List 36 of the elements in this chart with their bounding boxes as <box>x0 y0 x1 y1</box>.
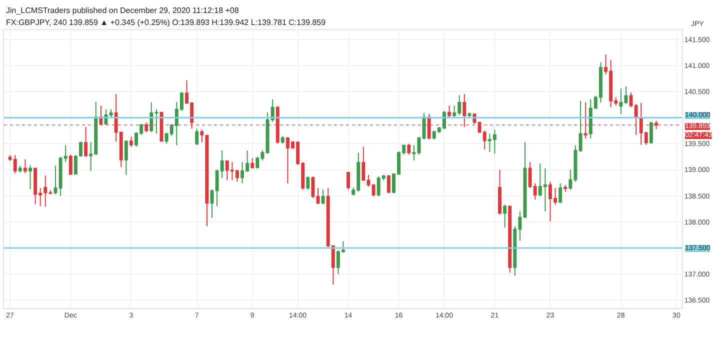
candlestick <box>362 146 366 182</box>
candlestick <box>407 143 411 156</box>
candlestick <box>68 154 72 176</box>
candlestick <box>250 158 254 169</box>
candlestick <box>109 108 113 118</box>
candlestick <box>523 142 527 218</box>
candlestick <box>18 165 22 173</box>
candlestick <box>306 176 310 190</box>
candlestick <box>210 189 214 218</box>
candlestick <box>564 184 568 192</box>
candlestick <box>346 171 350 190</box>
candlestick <box>321 189 325 205</box>
candlestick <box>54 165 58 195</box>
candlestick <box>372 184 376 197</box>
candlestick <box>311 176 315 198</box>
candlestick <box>386 174 390 194</box>
candlestick <box>280 135 284 144</box>
candlestick <box>649 121 653 144</box>
chart-title: Jin_LCMSTraders published on December 29, 2020 11:12:18 +08 <box>6 6 240 15</box>
candlestick <box>129 136 133 148</box>
chart-subtitle: FX:GBPJPY, 240 139.859 ▲ +0.345 (+0.25%) O:139.893 H:139.942 L:139.781 C:139.859 <box>6 18 326 27</box>
candlestick <box>578 100 582 153</box>
candlestick <box>124 140 128 176</box>
candlestick <box>508 206 512 274</box>
candlestick <box>195 128 199 146</box>
candlestick <box>468 112 472 118</box>
candlestick <box>503 204 507 228</box>
candlestick <box>316 188 320 205</box>
candlestick <box>448 105 452 118</box>
candlestick <box>84 126 88 158</box>
candlestick <box>23 158 27 174</box>
candlestick <box>366 174 370 187</box>
candlestick <box>498 169 502 216</box>
candlestick <box>558 182 562 204</box>
candlestick <box>28 164 32 190</box>
candlestick <box>422 112 426 140</box>
